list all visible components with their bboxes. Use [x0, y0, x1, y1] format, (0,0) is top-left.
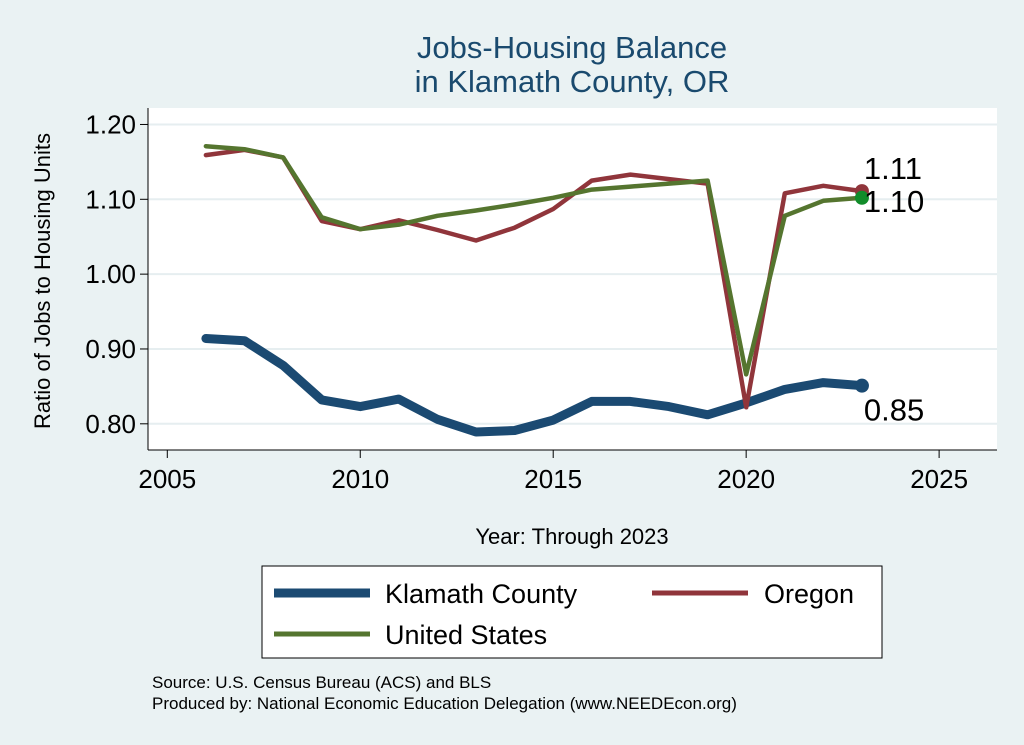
- y-axis-label: Ratio of Jobs to Housing Units: [30, 133, 55, 429]
- series-lines: [201, 143, 867, 437]
- series-endpoints: [854, 184, 869, 393]
- end-label-united-states: 1.10: [864, 184, 924, 219]
- series-line-united-states: [203, 143, 865, 377]
- grid-lines: [148, 123, 997, 425]
- y-tick-label: 0.90: [85, 334, 136, 364]
- y-tick-label: 1.10: [85, 184, 136, 214]
- x-axis-label: Year: Through 2023: [475, 524, 668, 549]
- legend: Klamath County Oregon United States: [261, 565, 883, 659]
- chart-title-line-2: in Klamath County, OR: [415, 64, 730, 99]
- x-tick-label: 2010: [331, 464, 389, 494]
- x-tick-label: 2005: [138, 464, 196, 494]
- legend-label-oregon: Oregon: [764, 579, 854, 609]
- source-note: Source: U.S. Census Bureau (ACS) and BLS: [152, 673, 491, 692]
- series-end-labels: 0.85 1.111.10: [864, 151, 924, 428]
- end-label-klamath-county: 0.85: [864, 393, 924, 428]
- end-point-united-states: [854, 190, 869, 205]
- producer-note: Produced by: National Economic Education…: [152, 694, 737, 713]
- end-point-klamath-county: [854, 378, 869, 393]
- axis-ticks: 0.80 0.90 1.00 1.10 1.20 2005 2010 2015 2020 2025: [85, 109, 968, 494]
- y-tick-label: 0.80: [85, 409, 136, 439]
- y-tick-label: 1.00: [85, 259, 136, 289]
- legend-label-klamath: Klamath County: [385, 579, 578, 609]
- series-line-klamath-county: [201, 334, 867, 437]
- legend-box: [261, 565, 883, 659]
- chart-title-line-1: Jobs-Housing Balance: [417, 30, 727, 65]
- x-tick-label: 2015: [524, 464, 582, 494]
- legend-label-us: United States: [385, 620, 547, 650]
- x-tick-label: 2025: [910, 464, 968, 494]
- y-tick-label: 1.20: [85, 109, 136, 139]
- end-label-oregon: 1.11: [864, 151, 922, 186]
- x-tick-label: 2020: [717, 464, 775, 494]
